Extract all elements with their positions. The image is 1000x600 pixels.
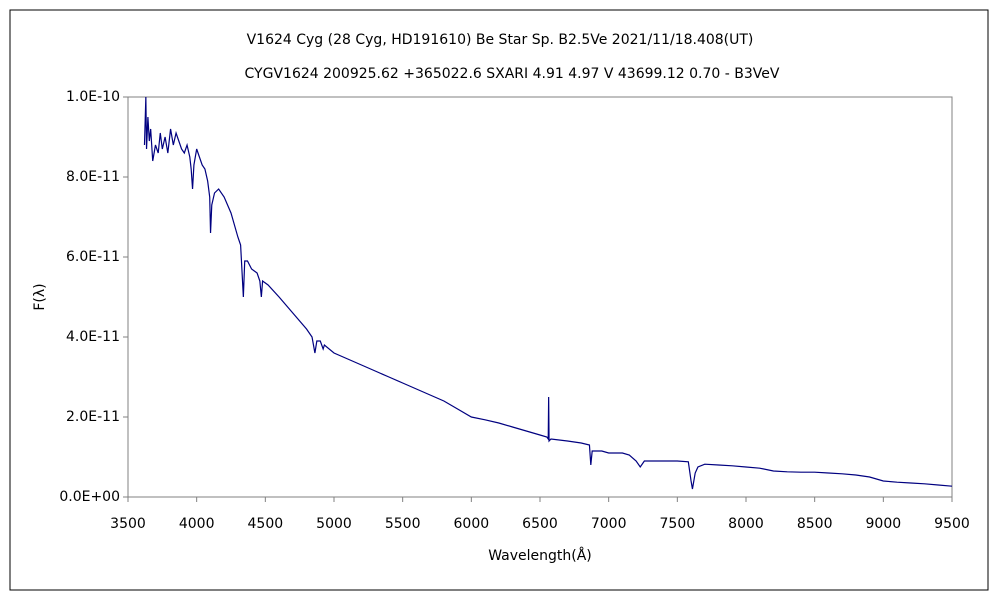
y-tick-label: 0.0E+00 bbox=[59, 489, 120, 505]
x-tick-label: 9500 bbox=[934, 516, 970, 532]
x-tick-label: 4500 bbox=[248, 516, 284, 532]
x-tick-label: 8000 bbox=[728, 516, 764, 532]
chart-title: V1624 Cyg (28 Cyg, HD191610) Be Star Sp.… bbox=[247, 32, 754, 48]
x-axis-label: Wavelength(Å) bbox=[488, 547, 592, 564]
spectrum-line bbox=[143, 96, 953, 490]
y-axis-label: F(λ) bbox=[32, 283, 48, 310]
y-tick-label: 2.0E-11 bbox=[66, 409, 120, 425]
x-tick-label: 6000 bbox=[454, 516, 490, 532]
y-tick-label: 1.0E-10 bbox=[66, 89, 120, 105]
x-tick-label: 3500 bbox=[110, 516, 146, 532]
y-tick-label: 8.0E-11 bbox=[66, 169, 120, 185]
x-tick-label: 5500 bbox=[385, 516, 421, 532]
plot-area bbox=[127, 96, 953, 498]
x-tick-label: 7000 bbox=[591, 516, 627, 532]
x-tick-label: 9000 bbox=[866, 516, 902, 532]
x-tick-label: 8500 bbox=[797, 516, 833, 532]
chart-subtitle: CYGV1624 200925.62 +365022.6 SXARI 4.91 … bbox=[245, 66, 780, 82]
y-tick-label: 4.0E-11 bbox=[66, 329, 120, 345]
x-tick-label: 7500 bbox=[660, 516, 696, 532]
x-tick-label: 5000 bbox=[316, 516, 352, 532]
x-tick-label: 6500 bbox=[522, 516, 558, 532]
y-tick-label: 6.0E-11 bbox=[66, 249, 120, 265]
x-tick-label: 4000 bbox=[179, 516, 215, 532]
